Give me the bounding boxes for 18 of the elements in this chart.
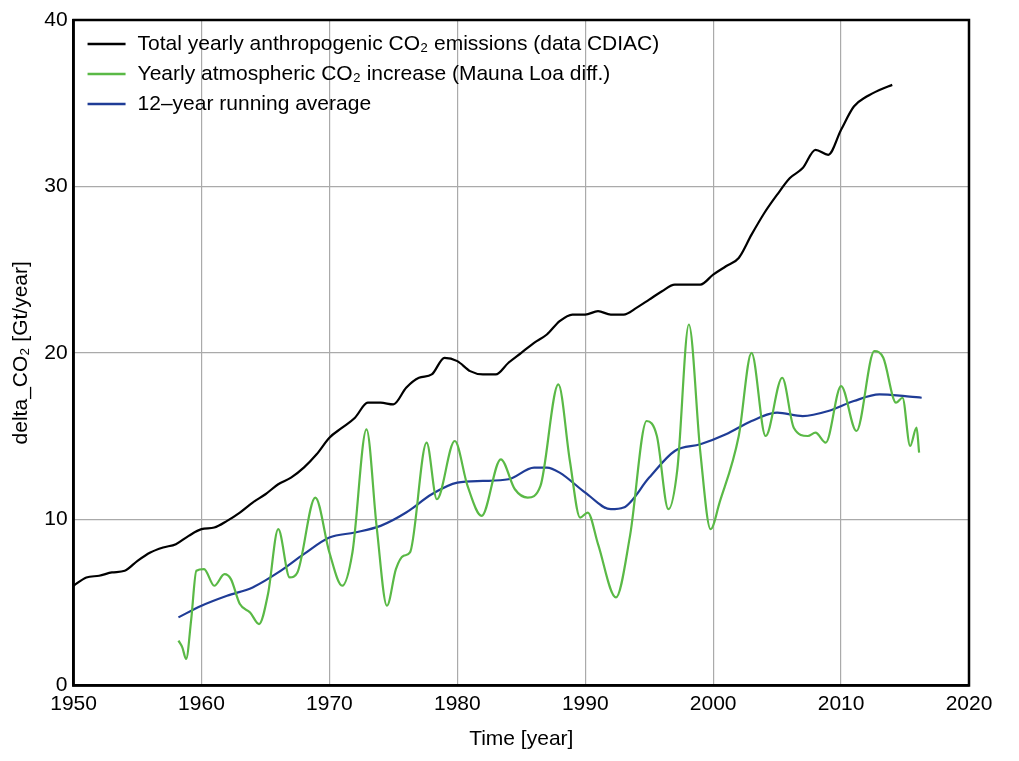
y-tick-label: 30 [44, 173, 68, 197]
x-tick-label: 2010 [817, 691, 865, 714]
x-axis-title: Time [year] [469, 726, 574, 750]
x-tick-label: 1980 [433, 691, 481, 714]
line-series [177, 323, 921, 661]
x-tick-label: 2020 [945, 691, 993, 714]
x-tick-label: 1970 [306, 691, 353, 714]
y-axis-title: delta_CO₂ [Gt/year] [8, 261, 33, 445]
legend-label: Yearly atmospheric CO₂ increase (Mauna Loa diff.) [137, 60, 611, 84]
x-tick-label: 1960 [178, 691, 225, 714]
x-tick-label: 2000 [689, 691, 737, 714]
line-series [177, 393, 923, 619]
x-tick-label: 1990 [561, 691, 609, 714]
legend-label: 12–year running average [137, 90, 372, 114]
legend-label: Total yearly anthropogenic CO₂ emissions (data CDIAC) [137, 30, 660, 54]
y-tick-label: 10 [44, 506, 68, 529]
y-tick-label: 40 [44, 6, 68, 30]
y-tick-label: 20 [44, 339, 68, 363]
